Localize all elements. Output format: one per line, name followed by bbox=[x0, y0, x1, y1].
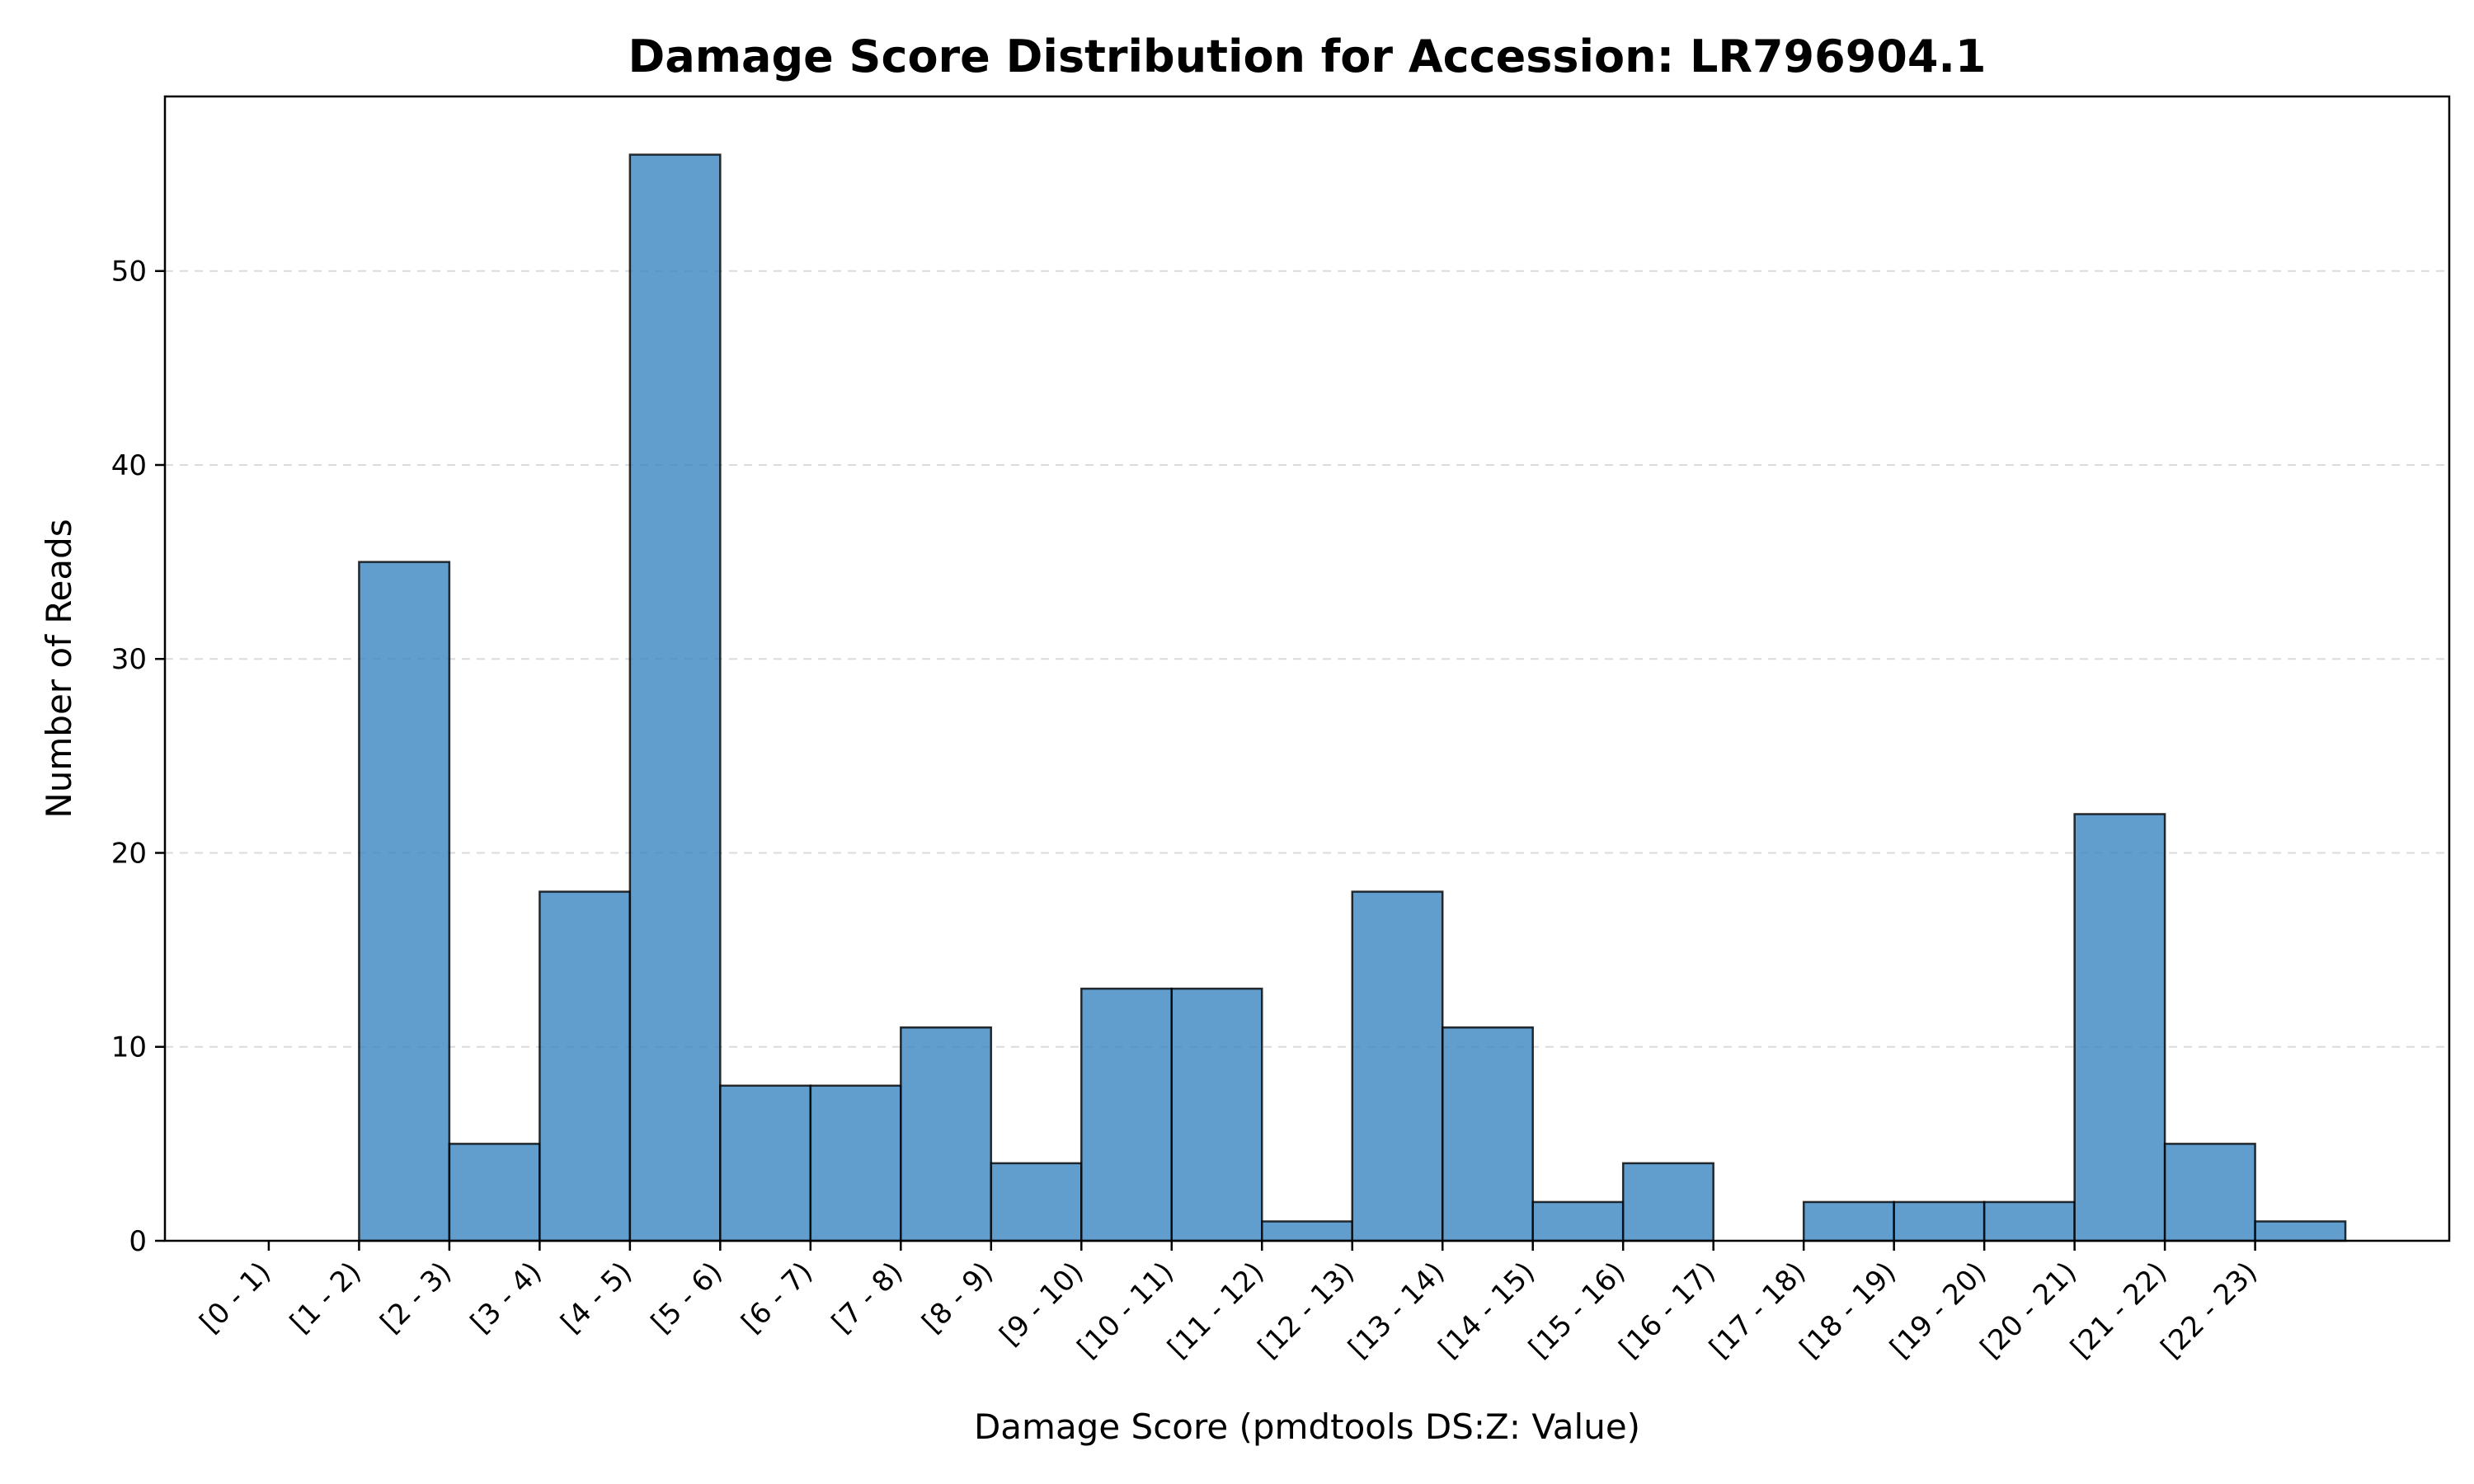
x-tick-label: [17 - 18) bbox=[1703, 1256, 1812, 1364]
x-tick-label: [4 - 5) bbox=[555, 1256, 639, 1340]
x-tick-label: [20 - 21) bbox=[1974, 1256, 2083, 1364]
x-tick-label: [8 - 9) bbox=[916, 1256, 1000, 1340]
chart-title: Damage Score Distribution for Accession:… bbox=[628, 31, 1987, 82]
histogram-bar bbox=[1982, 1200, 2076, 1242]
x-tick-label: [1 - 2) bbox=[284, 1256, 368, 1340]
histogram-bar bbox=[1080, 987, 1174, 1242]
histogram-bar bbox=[1802, 1200, 1895, 1242]
histogram-bar bbox=[628, 153, 722, 1242]
histogram-bar bbox=[1351, 890, 1444, 1242]
y-tick-label: 10 bbox=[111, 1031, 147, 1064]
histogram-bar bbox=[1621, 1162, 1714, 1242]
histogram-bar bbox=[1531, 1200, 1625, 1242]
y-tick-label: 30 bbox=[111, 643, 147, 676]
x-tick-label: [7 - 8) bbox=[825, 1256, 910, 1340]
x-tick-label: [11 - 12) bbox=[1161, 1256, 1270, 1364]
histogram-bar bbox=[2254, 1220, 2347, 1242]
histogram-bar bbox=[719, 1084, 812, 1242]
x-tick-label: [14 - 15) bbox=[1432, 1256, 1541, 1364]
y-axis-label: Number of Reads bbox=[39, 519, 79, 818]
x-tick-label: [2 - 3) bbox=[374, 1256, 459, 1340]
x-tick-label: [0 - 1) bbox=[194, 1256, 278, 1340]
x-tick-label: [3 - 4) bbox=[464, 1256, 548, 1340]
x-tick-label: [15 - 16) bbox=[1522, 1256, 1631, 1364]
histogram-bar bbox=[448, 1143, 541, 1242]
histogram-bar bbox=[900, 1026, 993, 1242]
x-tick-label: [22 - 23) bbox=[2155, 1256, 2264, 1364]
x-tick-label: [18 - 19) bbox=[1794, 1256, 1903, 1364]
y-tick-label: 50 bbox=[111, 256, 147, 289]
x-tick-label: [21 - 22) bbox=[2064, 1256, 2173, 1364]
histogram-bar bbox=[2163, 1143, 2256, 1242]
x-tick-label: [13 - 14) bbox=[1342, 1256, 1451, 1364]
histogram-bar bbox=[539, 890, 632, 1242]
histogram-bar bbox=[1170, 987, 1263, 1242]
histogram-bar bbox=[1893, 1200, 1986, 1242]
x-tick-label: [19 - 20) bbox=[1884, 1256, 1992, 1364]
x-tick-label: [6 - 7) bbox=[736, 1256, 820, 1340]
plot-frame bbox=[163, 95, 2451, 1242]
histogram-bar bbox=[809, 1084, 902, 1242]
histogram-bar bbox=[2073, 813, 2166, 1242]
x-tick-label: [5 - 6) bbox=[645, 1256, 729, 1340]
y-tick-label: 0 bbox=[129, 1225, 147, 1258]
histogram-bar bbox=[1441, 1026, 1534, 1242]
histogram-bar bbox=[358, 561, 451, 1242]
x-tick-label: [16 - 17) bbox=[1613, 1256, 1722, 1364]
bar-layer bbox=[358, 153, 2347, 1242]
x-axis-label: Damage Score (pmdtools DS:Z: Value) bbox=[974, 1407, 1640, 1447]
y-tick-label: 20 bbox=[111, 837, 147, 870]
histogram-bar bbox=[1261, 1220, 1353, 1242]
y-tick-label: 40 bbox=[111, 449, 147, 482]
x-tick-label: [10 - 11) bbox=[1071, 1256, 1180, 1364]
histogram-bar bbox=[990, 1162, 1083, 1242]
x-tick-label: [12 - 13) bbox=[1252, 1256, 1361, 1364]
